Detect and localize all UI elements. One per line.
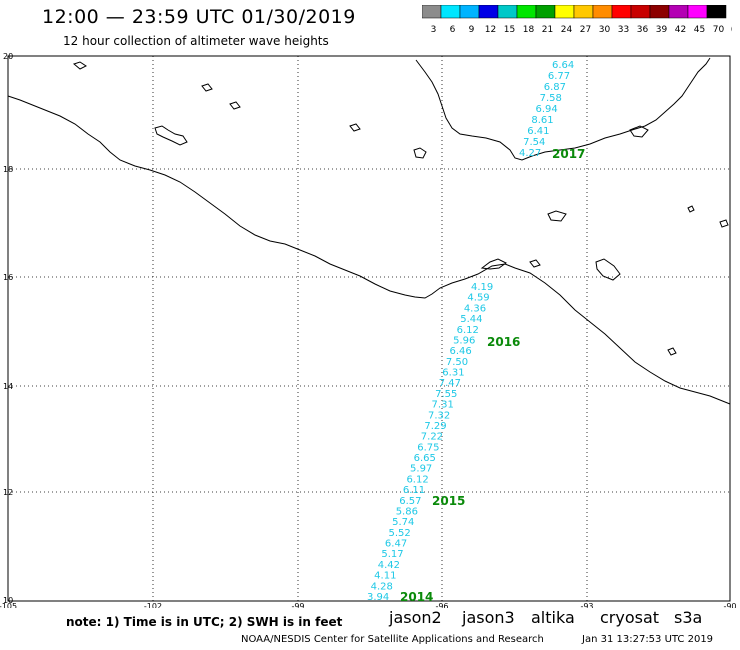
colorbar-label: 3: [431, 25, 437, 35]
wave-height-label: 6.87: [544, 82, 566, 93]
wave-height-label: 7.29: [424, 421, 446, 432]
track-cycle-2014: 2014: [400, 590, 433, 604]
longitude-label: -102: [144, 602, 162, 608]
latitude-label: 18: [3, 165, 13, 174]
wave-height-label: 3.94: [367, 592, 389, 603]
coastal-lagoon: [480, 258, 507, 270]
longitude-label: -105: [0, 602, 17, 608]
colorbar-label: 36: [637, 25, 649, 35]
wave-height-label: 7.32: [428, 410, 450, 421]
track-cycle-2017: 2017: [552, 147, 585, 161]
footer-timestamp: Jan 31 13:27:53 UTC 2019: [582, 634, 714, 645]
latitude-label: 10: [3, 596, 13, 605]
colorbar-label: 39: [656, 25, 668, 35]
wave-height-label: 7.55: [435, 389, 457, 400]
wave-height-label: 4.36: [464, 303, 486, 314]
wave-height-label: 4.59: [467, 293, 489, 304]
wave-height-label: 4.19: [471, 282, 493, 293]
track-cycle-2015: 2015: [432, 494, 465, 508]
wave-height-label: 6.41: [527, 126, 549, 137]
wave-height-label: 6.46: [449, 346, 471, 357]
gulf-coastline: [415, 57, 711, 161]
colorbar-label: 45: [694, 25, 705, 35]
wave-height-label: 7.31: [432, 400, 454, 411]
wave-height-label: 6.75: [417, 442, 439, 453]
wave-height-label: 5.74: [392, 517, 414, 528]
wave-height-label: 7.50: [446, 357, 468, 368]
chart-subtitle: 12 hour collection of altimeter wave hei…: [63, 34, 329, 48]
colorbar-label: 42: [675, 25, 686, 35]
wave-height-label: 8.61: [531, 115, 553, 126]
wave-height-label: 6.12: [406, 474, 428, 485]
wave-height-label: 5.97: [410, 464, 432, 475]
pacific-coastline: [7, 95, 731, 405]
satellite-altika: altika: [531, 608, 575, 627]
wave-height-label: 6.47: [385, 539, 407, 550]
wave-height-label: 6.64: [552, 60, 574, 71]
wave-height-label: 6.77: [548, 71, 570, 82]
graticule: [8, 56, 730, 601]
colorbar-label: 70: [713, 25, 725, 35]
note-row: note: 1) Time is in UTC; 2) SWH is in fe…: [66, 611, 342, 630]
track-cycle-2016: 2016: [487, 335, 520, 349]
note-text: note: 1) Time is in UTC; 2) SWH is in fe…: [66, 615, 343, 629]
wave-height-label: 5.86: [396, 506, 418, 517]
colorbar-label: 24: [561, 25, 573, 35]
colorbar-label: 21: [542, 25, 553, 35]
colorbar-swatch: [706, 5, 727, 19]
wave-height-label: 6.12: [457, 325, 479, 336]
longitude-label: -96: [435, 602, 448, 608]
satellite-jason3: jason3: [462, 608, 515, 627]
colorbar-label: 9: [469, 25, 475, 35]
latitude-label: 12: [3, 488, 13, 497]
wave-height-label: 4.28: [371, 581, 393, 592]
colorbar-label: 18: [523, 25, 535, 35]
wave-height-label: 5.96: [453, 335, 475, 346]
wave-height-label: 6.65: [414, 453, 436, 464]
wave-height-label: 5.52: [389, 528, 411, 539]
wave-height-label: 4.42: [378, 560, 400, 571]
wave-height-label: 6.94: [536, 104, 558, 115]
wave-height-label: 6.11: [403, 485, 425, 496]
wave-height-label: 7.58: [540, 93, 562, 104]
satellite-s3a: s3a: [674, 608, 703, 627]
wave-height-label: 7.22: [421, 432, 443, 443]
colorbar-label: 6: [450, 25, 456, 35]
latitude-label: 20: [3, 52, 13, 61]
latitude-label: 16: [3, 273, 13, 282]
tick-labels: -105 -102 -99 -96 -93 -90 20 18 16 14 12 10: [0, 52, 737, 608]
wave-height-label: 5.44: [460, 314, 482, 325]
wave-height-label: 6.31: [442, 368, 464, 379]
altimeter-wave-heights: 3.944.284.114.425.176.475.525.745.866.57…: [367, 60, 574, 603]
latitude-label: 14: [3, 382, 13, 391]
footer-organization: NOAA/NESDIS Center for Satellite Applica…: [241, 634, 544, 645]
small-islands: [72, 61, 729, 356]
colorbar-label: 27: [580, 25, 591, 35]
wave-height-label: 4.11: [374, 571, 396, 582]
colorbar-label: (ft): [731, 25, 732, 35]
longitude-label: -90: [723, 602, 736, 608]
map-frame: [7, 55, 731, 602]
wave-height-label: 7.54: [523, 137, 545, 148]
wave-height-label: 5.17: [381, 549, 403, 560]
satellite-cryosat: cryosat: [600, 608, 660, 627]
chart-title: 12:00 — 23:59 UTC 01/30/2019: [42, 6, 356, 28]
wave-height-label: 4.27: [519, 148, 541, 159]
colorbar-label: 15: [504, 25, 515, 35]
wave-height-label: 6.57: [399, 496, 421, 507]
colorbar-label: 30: [599, 25, 611, 35]
wave-height-label: 7.47: [439, 378, 461, 389]
longitude-label: -99: [291, 602, 304, 608]
satellite-jason2: jason2: [389, 608, 442, 627]
colorbar-label: 33: [618, 25, 629, 35]
colorbar-label: 12: [485, 25, 496, 35]
longitude-label: -93: [580, 602, 593, 608]
